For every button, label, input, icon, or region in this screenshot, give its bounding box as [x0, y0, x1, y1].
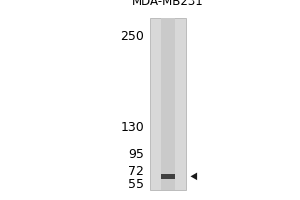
Text: 95: 95	[128, 148, 144, 161]
Text: 72: 72	[128, 165, 144, 178]
Text: 55: 55	[128, 178, 144, 191]
Text: MDA-MB231: MDA-MB231	[132, 0, 204, 8]
Text: 130: 130	[120, 121, 144, 134]
Text: 250: 250	[120, 30, 144, 43]
